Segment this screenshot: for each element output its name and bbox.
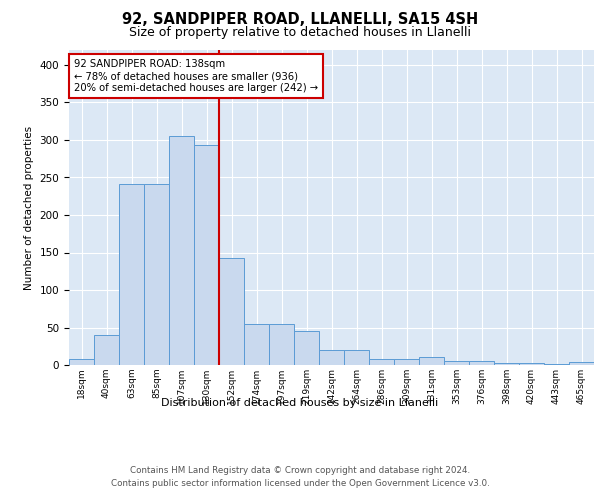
Text: Distribution of detached houses by size in Llanelli: Distribution of detached houses by size …	[161, 398, 439, 407]
Bar	[319, 350, 344, 365]
Bar	[369, 359, 394, 365]
Bar	[69, 359, 94, 365]
Bar	[169, 136, 194, 365]
Text: Size of property relative to detached houses in Llanelli: Size of property relative to detached ho…	[129, 26, 471, 39]
Bar	[469, 361, 494, 365]
Bar	[519, 363, 544, 365]
Bar	[544, 364, 569, 365]
Text: 92, SANDPIPER ROAD, LLANELLI, SA15 4SH: 92, SANDPIPER ROAD, LLANELLI, SA15 4SH	[122, 12, 478, 28]
Bar	[94, 335, 119, 365]
Bar	[294, 330, 319, 365]
Bar	[194, 145, 219, 365]
Bar	[419, 357, 444, 365]
Bar	[569, 362, 594, 365]
Y-axis label: Number of detached properties: Number of detached properties	[24, 126, 34, 290]
Bar	[444, 361, 469, 365]
Bar	[219, 258, 244, 365]
Bar	[144, 184, 169, 365]
Bar	[119, 184, 144, 365]
Bar	[344, 350, 369, 365]
Bar	[244, 324, 269, 365]
Bar	[269, 324, 294, 365]
Bar	[494, 363, 519, 365]
Text: Contains HM Land Registry data © Crown copyright and database right 2024.
Contai: Contains HM Land Registry data © Crown c…	[110, 466, 490, 487]
Bar	[394, 359, 419, 365]
Text: 92 SANDPIPER ROAD: 138sqm
← 78% of detached houses are smaller (936)
20% of semi: 92 SANDPIPER ROAD: 138sqm ← 78% of detac…	[74, 60, 319, 92]
